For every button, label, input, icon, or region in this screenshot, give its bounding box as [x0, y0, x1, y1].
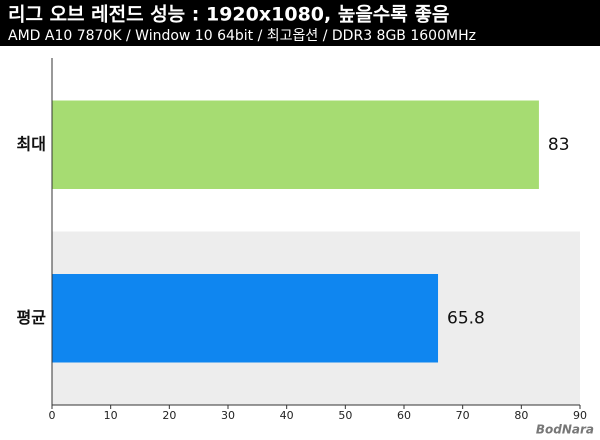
- y-tick-label: 평균: [17, 308, 47, 327]
- x-tick-label: 80: [514, 409, 528, 422]
- watermark: BodNara: [536, 423, 594, 437]
- x-tick-label: 0: [49, 409, 56, 422]
- chart-title: 리그 오브 레전드 성능 : 1920x1080, 높을수록 좋음: [8, 4, 449, 26]
- x-tick-label: 30: [221, 409, 235, 422]
- value-label: 65.8: [447, 308, 485, 328]
- bar: [52, 100, 539, 189]
- value-label: 83: [548, 135, 570, 155]
- x-tick-label: 70: [456, 409, 470, 422]
- y-tick-label: 최대: [17, 134, 46, 153]
- x-tick-label: 50: [338, 409, 352, 422]
- x-tick-label: 90: [573, 409, 587, 422]
- title-bar: [0, 0, 600, 46]
- x-tick-label: 60: [397, 409, 411, 422]
- chart-subtitle: AMD A10 7870K / Window 10 64bit / 최고옵션 /…: [8, 28, 476, 44]
- x-tick-label: 10: [104, 409, 118, 422]
- bar: [52, 274, 439, 363]
- x-tick-label: 40: [280, 409, 294, 422]
- x-tick-label: 20: [162, 409, 176, 422]
